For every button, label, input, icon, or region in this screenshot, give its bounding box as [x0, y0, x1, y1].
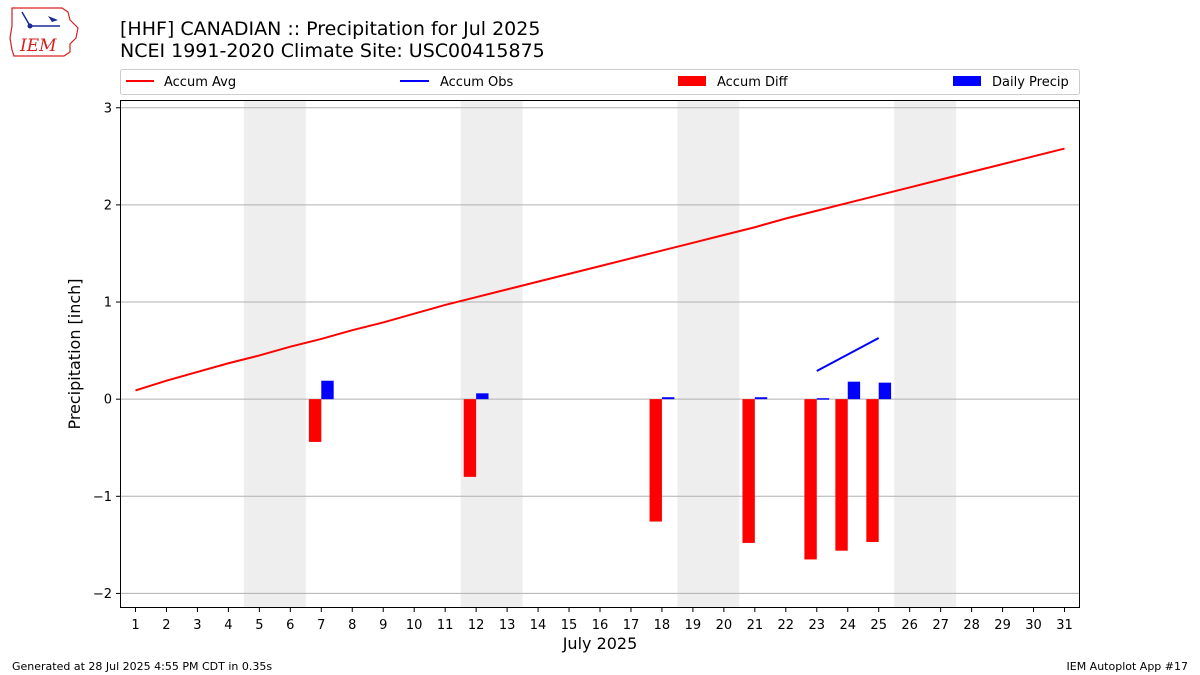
daily-precip-bar	[878, 382, 892, 400]
x-tick-label: 2	[162, 618, 170, 633]
plot-frame	[120, 100, 1080, 608]
x-tick-label: 16	[592, 618, 609, 633]
accum-diff-bar	[649, 399, 662, 522]
x-tick-label: 14	[530, 618, 547, 633]
x-tick-label: 25	[870, 618, 887, 633]
accum-diff-bar	[835, 399, 848, 551]
y-tick-label: −1	[93, 490, 112, 505]
bars	[308, 380, 892, 560]
legend-label-accum-diff: Accum Diff	[717, 75, 789, 90]
weekend-band	[677, 100, 740, 608]
x-tick-label: 21	[747, 618, 764, 633]
chart-title-line1: [HHF] CANADIAN :: Precipitation for Jul …	[120, 18, 540, 40]
weekend-band	[460, 100, 523, 608]
daily-precip-bar	[816, 398, 830, 400]
x-tick-label: 12	[468, 618, 485, 633]
y-axis-label: Precipitation [inch]	[65, 278, 84, 429]
accum-avg-line	[135, 147, 1065, 392]
x-tick-label: 9	[379, 618, 387, 633]
daily-precip-bar	[321, 380, 334, 400]
x-tick-label: 30	[1025, 618, 1042, 633]
accum-obs-line	[816, 337, 880, 372]
y-tick-label: 1	[104, 296, 112, 311]
x-tick-label: 8	[348, 618, 356, 633]
gridlines	[120, 107, 1080, 594]
lines	[135, 147, 1065, 392]
generated-timestamp: Generated at 28 Jul 2025 4:55 PM CDT in …	[12, 660, 272, 673]
x-axis-label: July 2025	[562, 634, 638, 653]
accum-diff-bar	[804, 399, 817, 560]
x-tick-label: 24	[839, 618, 856, 633]
x-tick-label: 11	[437, 618, 454, 633]
x-tick-label: 15	[561, 618, 578, 633]
daily-precip-bar	[661, 397, 675, 400]
legend-label-daily-precip: Daily Precip	[992, 75, 1069, 90]
app-credit: IEM Autoplot App #17	[1067, 660, 1189, 673]
x-tick-label: 7	[317, 618, 325, 633]
y-tick-label: −2	[93, 587, 112, 602]
iem-logo: IEM	[9, 7, 79, 57]
y-tick-label: 3	[104, 101, 112, 116]
y-tick-label: 2	[104, 198, 112, 213]
x-tick-label: 29	[994, 618, 1011, 633]
x-tick-label: 4	[224, 618, 232, 633]
x-tick-label: 26	[901, 618, 918, 633]
legend-box	[120, 69, 1080, 95]
x-tick-label: 28	[963, 618, 980, 633]
x-tick-label: 27	[932, 618, 949, 633]
accum-diff-bar	[463, 399, 477, 477]
x-tick-label: 18	[654, 618, 671, 633]
legend: Accum Avg Accum Obs Accum Diff Daily Pre…	[120, 69, 1080, 95]
legend-label-accum-obs: Accum Obs	[440, 75, 513, 90]
x-tick-label: 19	[685, 618, 702, 633]
accum-diff-bar	[308, 399, 322, 442]
x-tick-label: 6	[286, 618, 294, 633]
x-tick-label: 13	[499, 618, 516, 633]
x-tick-label: 17	[623, 618, 640, 633]
accum-diff-bar	[866, 399, 879, 542]
legend-label-accum-avg: Accum Avg	[164, 75, 236, 90]
x-tick-label: 22	[778, 618, 795, 633]
x-tick-label: 3	[193, 618, 201, 633]
daily-precip-bar	[754, 397, 768, 400]
x-tick-label: 31	[1056, 618, 1073, 633]
y-axis: −2 −1 0 1 2 3	[93, 101, 120, 602]
x-tick-label: 23	[809, 618, 826, 633]
daily-precip-bar	[476, 393, 489, 400]
x-axis: 1 2 3 4 5 6 7 8 9 10 11 12 13 14 15 16 17 18 19 20 21 22 23 24 2…	[131, 608, 1073, 633]
x-tick-label: 20	[716, 618, 733, 633]
logo-text: IEM	[19, 36, 57, 56]
y-tick-label: 0	[104, 393, 112, 408]
x-tick-label: 10	[406, 618, 423, 633]
x-tick-label: 5	[255, 618, 263, 633]
legend-swatch-accum-diff	[678, 76, 706, 86]
accum-diff-bar	[742, 399, 755, 543]
weekend-shading	[243, 100, 957, 608]
daily-precip-bar	[847, 381, 861, 400]
legend-swatch-daily-precip	[953, 76, 981, 86]
chart-title-line2: NCEI 1991-2020 Climate Site: USC00415875	[120, 40, 545, 62]
weekend-band	[894, 100, 957, 608]
x-tick-label: 1	[131, 618, 139, 633]
weekend-band	[243, 100, 306, 608]
